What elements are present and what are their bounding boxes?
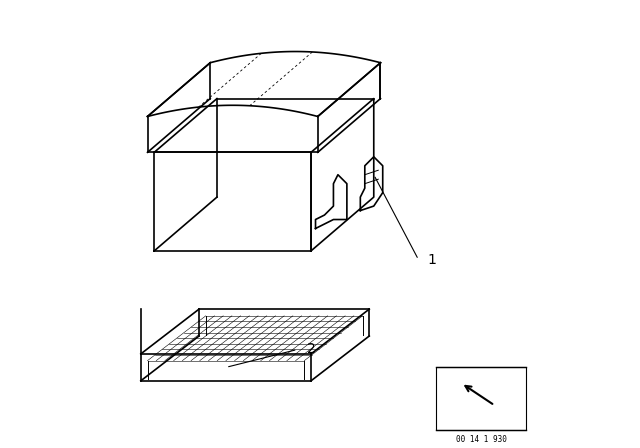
Text: 2: 2	[307, 342, 316, 357]
Text: 00 14 1 930: 00 14 1 930	[456, 435, 507, 444]
Bar	[436, 367, 526, 430]
Text: 1: 1	[428, 253, 436, 267]
